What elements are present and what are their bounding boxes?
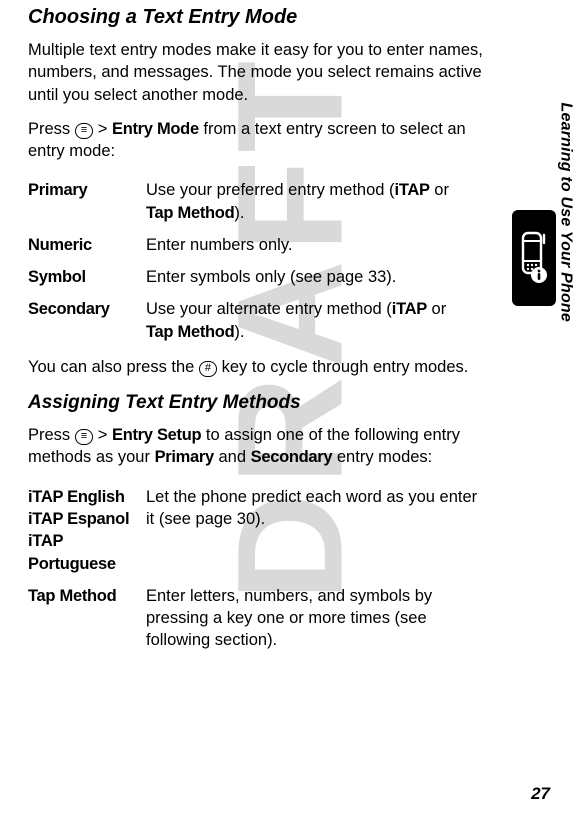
table-row: Secondary Use your alternate entry metho…	[28, 293, 484, 348]
term-numeric: Numeric	[28, 236, 92, 254]
term-itap-english: iTAP English	[28, 486, 140, 508]
text-fragment: >	[93, 120, 112, 138]
menu-keycap-icon: ≡	[75, 123, 93, 139]
heading-choosing-mode: Choosing a Text Entry Mode	[28, 6, 484, 29]
press-entry-mode-paragraph: Press ≡ > Entry Mode from a text entry s…	[28, 118, 484, 163]
term-primary: Primary	[28, 181, 87, 199]
table-row: Symbol Enter symbols only (see page 33).	[28, 261, 484, 293]
secondary-label: Secondary	[251, 448, 333, 466]
text-fragment: Press	[28, 426, 75, 444]
tap-method-label: Tap Method	[146, 323, 234, 341]
desc-numeric: Enter numbers only.	[146, 229, 484, 261]
press-entry-setup-paragraph: Press ≡ > Entry Setup to assign one of t…	[28, 424, 484, 469]
entry-mode-table: Primary Use your preferred entry method …	[28, 174, 484, 348]
text-fragment: or	[430, 181, 449, 199]
text-fragment: Use your alternate entry method (	[146, 300, 392, 318]
table-row: iTAP English iTAP Espanol iTAP Portugues…	[28, 481, 484, 580]
term-tap-method: Tap Method	[28, 587, 116, 605]
text-fragment: ).	[234, 204, 244, 222]
primary-label: Primary	[155, 448, 214, 466]
text-fragment: key to cycle through entry modes.	[217, 358, 468, 376]
desc-symbol: Enter symbols only (see page 33).	[146, 261, 484, 293]
side-section-title: Learning to Use Your Phone	[556, 103, 574, 322]
term-itap-espanol: iTAP Espanol	[28, 508, 140, 530]
text-fragment: entry modes:	[332, 448, 432, 466]
entry-mode-label: Entry Mode	[112, 120, 199, 138]
page-number: 27	[531, 784, 550, 804]
itap-label: iTAP	[392, 300, 427, 318]
heading-assigning-methods: Assigning Text Entry Methods	[28, 392, 484, 414]
desc-itap: Let the phone predict each word as you e…	[146, 481, 484, 580]
text-fragment: Press	[28, 120, 75, 138]
text-fragment: or	[427, 300, 446, 318]
term-secondary: Secondary	[28, 300, 110, 318]
page-content: Choosing a Text Entry Mode Multiple text…	[0, 0, 520, 657]
intro-paragraph: Multiple text entry modes make it easy f…	[28, 39, 484, 106]
tap-method-label: Tap Method	[146, 204, 234, 222]
desc-primary: Use your preferred entry method (iTAP or…	[146, 174, 484, 229]
desc-secondary: Use your alternate entry method (iTAP or…	[146, 293, 484, 348]
term-itap-portuguese: iTAP Portuguese	[28, 530, 140, 575]
table-row: Primary Use your preferred entry method …	[28, 174, 484, 229]
text-fragment: and	[214, 448, 251, 466]
menu-keycap-icon: ≡	[75, 429, 93, 445]
text-fragment: >	[93, 426, 112, 444]
itap-label: iTAP	[395, 181, 430, 199]
text-fragment: Use your preferred entry method (	[146, 181, 395, 199]
table-row: Numeric Enter numbers only.	[28, 229, 484, 261]
text-fragment: ).	[234, 323, 244, 341]
text-fragment: You can also press the	[28, 358, 199, 376]
desc-tap-method: Enter letters, numbers, and symbols by p…	[146, 580, 484, 657]
hash-keycap-icon: #	[199, 361, 217, 377]
table-row: Tap Method Enter letters, numbers, and s…	[28, 580, 484, 657]
entry-methods-table: iTAP English iTAP Espanol iTAP Portugues…	[28, 481, 484, 657]
side-tab-phone-icon	[512, 210, 556, 306]
term-symbol: Symbol	[28, 268, 86, 286]
cycle-modes-paragraph: You can also press the # key to cycle th…	[28, 356, 484, 378]
phone-info-icon	[517, 231, 551, 285]
entry-setup-label: Entry Setup	[112, 426, 201, 444]
